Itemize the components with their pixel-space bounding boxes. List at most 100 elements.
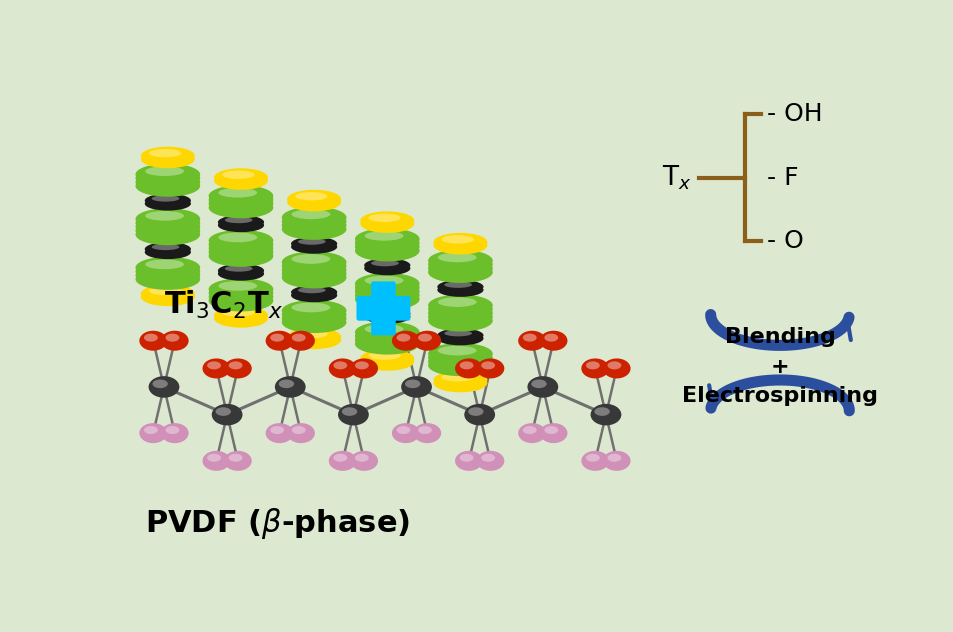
Ellipse shape bbox=[522, 334, 537, 342]
Ellipse shape bbox=[135, 220, 200, 241]
Ellipse shape bbox=[287, 327, 341, 346]
Ellipse shape bbox=[141, 150, 194, 168]
Ellipse shape bbox=[281, 210, 346, 232]
Ellipse shape bbox=[333, 454, 347, 462]
Ellipse shape bbox=[436, 329, 483, 343]
Ellipse shape bbox=[364, 307, 410, 320]
Ellipse shape bbox=[464, 404, 495, 425]
Ellipse shape bbox=[209, 245, 274, 267]
Ellipse shape bbox=[141, 288, 194, 306]
Ellipse shape bbox=[594, 407, 609, 416]
Ellipse shape bbox=[544, 426, 558, 434]
Ellipse shape bbox=[145, 166, 184, 176]
Ellipse shape bbox=[145, 245, 191, 259]
Ellipse shape bbox=[413, 331, 440, 351]
Ellipse shape bbox=[517, 331, 545, 351]
Ellipse shape bbox=[428, 253, 493, 276]
Ellipse shape bbox=[149, 376, 179, 398]
Ellipse shape bbox=[580, 358, 608, 379]
Ellipse shape bbox=[161, 331, 189, 351]
Ellipse shape bbox=[207, 454, 221, 462]
Ellipse shape bbox=[433, 374, 487, 392]
Ellipse shape bbox=[441, 235, 474, 243]
Ellipse shape bbox=[281, 308, 346, 329]
Ellipse shape bbox=[539, 331, 567, 351]
Ellipse shape bbox=[602, 358, 630, 379]
Ellipse shape bbox=[455, 358, 482, 379]
Ellipse shape bbox=[292, 334, 305, 342]
Ellipse shape bbox=[364, 262, 410, 276]
Ellipse shape bbox=[428, 250, 493, 271]
Ellipse shape bbox=[355, 333, 419, 355]
Ellipse shape bbox=[607, 362, 620, 369]
Ellipse shape bbox=[217, 216, 264, 229]
Ellipse shape bbox=[297, 238, 325, 245]
Ellipse shape bbox=[291, 237, 336, 251]
Ellipse shape bbox=[329, 358, 356, 379]
Ellipse shape bbox=[270, 426, 284, 434]
Ellipse shape bbox=[337, 404, 369, 425]
Ellipse shape bbox=[287, 331, 314, 351]
Ellipse shape bbox=[355, 281, 419, 302]
Ellipse shape bbox=[428, 347, 493, 368]
Ellipse shape bbox=[531, 380, 546, 388]
Ellipse shape bbox=[437, 297, 476, 307]
Ellipse shape bbox=[209, 278, 274, 300]
Ellipse shape bbox=[417, 334, 432, 342]
Ellipse shape bbox=[141, 147, 194, 165]
Ellipse shape bbox=[444, 330, 472, 336]
Ellipse shape bbox=[371, 260, 398, 266]
Ellipse shape bbox=[433, 236, 487, 255]
Ellipse shape bbox=[355, 284, 419, 306]
Text: - O: - O bbox=[766, 229, 802, 253]
Ellipse shape bbox=[152, 195, 179, 202]
Ellipse shape bbox=[400, 376, 432, 398]
Ellipse shape bbox=[333, 362, 347, 369]
Ellipse shape bbox=[209, 290, 274, 312]
Ellipse shape bbox=[444, 282, 472, 288]
Ellipse shape bbox=[433, 233, 487, 252]
Ellipse shape bbox=[292, 209, 330, 219]
Ellipse shape bbox=[287, 190, 341, 209]
Ellipse shape bbox=[441, 373, 474, 381]
Ellipse shape bbox=[355, 454, 369, 462]
Ellipse shape bbox=[202, 358, 230, 379]
Text: - F: - F bbox=[766, 166, 798, 190]
Ellipse shape bbox=[364, 276, 403, 286]
Ellipse shape bbox=[135, 269, 200, 290]
Ellipse shape bbox=[417, 426, 432, 434]
Ellipse shape bbox=[602, 451, 630, 471]
Ellipse shape bbox=[229, 362, 242, 369]
Ellipse shape bbox=[522, 426, 537, 434]
Ellipse shape bbox=[281, 312, 346, 333]
Ellipse shape bbox=[161, 423, 189, 443]
Ellipse shape bbox=[225, 265, 253, 272]
Ellipse shape bbox=[135, 171, 200, 193]
Ellipse shape bbox=[135, 167, 200, 189]
Ellipse shape bbox=[396, 334, 410, 342]
Ellipse shape bbox=[278, 380, 294, 388]
Ellipse shape bbox=[145, 197, 191, 210]
Ellipse shape bbox=[145, 211, 184, 221]
FancyBboxPatch shape bbox=[371, 281, 395, 336]
Ellipse shape bbox=[166, 426, 179, 434]
Text: Ti$_3$C$_2$T$_x$: Ti$_3$C$_2$T$_x$ bbox=[164, 289, 283, 321]
Ellipse shape bbox=[585, 362, 599, 369]
Ellipse shape bbox=[292, 426, 305, 434]
Ellipse shape bbox=[468, 407, 483, 416]
Ellipse shape bbox=[152, 380, 168, 388]
Ellipse shape bbox=[455, 451, 482, 471]
Ellipse shape bbox=[355, 322, 419, 343]
Ellipse shape bbox=[292, 303, 330, 312]
Ellipse shape bbox=[274, 376, 305, 398]
Ellipse shape bbox=[360, 211, 414, 230]
Ellipse shape bbox=[217, 218, 264, 232]
Ellipse shape bbox=[355, 240, 419, 262]
Ellipse shape bbox=[436, 283, 483, 297]
Ellipse shape bbox=[371, 308, 398, 315]
Ellipse shape bbox=[135, 209, 200, 230]
Ellipse shape bbox=[281, 255, 346, 277]
Ellipse shape bbox=[281, 207, 346, 228]
Ellipse shape bbox=[355, 232, 419, 253]
Ellipse shape bbox=[428, 310, 493, 331]
